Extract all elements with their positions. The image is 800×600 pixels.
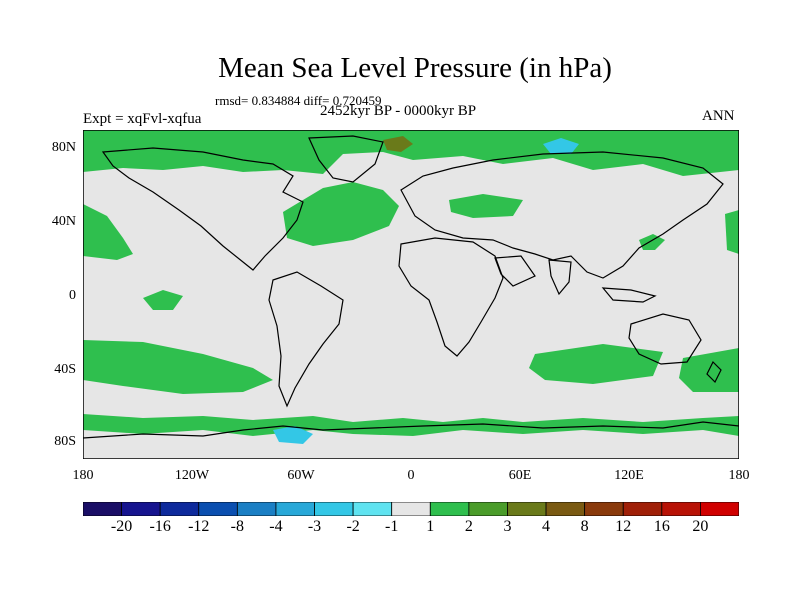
pressure-anomaly-map	[83, 130, 739, 459]
colorbar-label: -1	[385, 518, 399, 535]
colorbar-label: 12	[615, 518, 632, 535]
lat-label-40n: 40N	[51, 214, 76, 229]
colorbar-swatch	[275, 502, 315, 516]
colorbar-label: -16	[149, 518, 171, 535]
lat-label-80n: 80N	[51, 140, 76, 155]
colorbar-swatch	[584, 502, 624, 516]
lon-label-180w: 180	[72, 468, 94, 483]
lon-label-120w: 120W	[174, 468, 210, 483]
colorbar-swatch	[468, 502, 508, 516]
colorbar-swatch	[429, 502, 470, 516]
colorbar-label: 20	[692, 518, 709, 535]
colorbar-swatch	[83, 502, 122, 516]
colorbar-label: -20	[110, 518, 133, 535]
map-title: Mean Sea Level Pressure (in hPa)	[218, 52, 612, 84]
colorbar-swatch	[622, 502, 663, 516]
colorbar-swatch	[314, 502, 354, 516]
colorbar-label: -8	[230, 518, 244, 535]
colorbar-label: 16	[653, 518, 670, 535]
colorbar-label: 3	[503, 518, 512, 535]
colorbar-label: 1	[426, 518, 435, 535]
period-label: 2452kyr BP - 0000kyr BP	[320, 103, 477, 119]
colorbar-label: -4	[269, 518, 283, 535]
colorbar-label: -2	[346, 518, 360, 535]
lon-label-60w: 60W	[287, 468, 315, 483]
rmsd-diff-stats: rmsd= 0.834884 diff= 0.720459	[215, 93, 382, 108]
colorbar-label: 8	[580, 518, 589, 535]
colorbar	[83, 502, 739, 516]
colorbar-label: -3	[307, 518, 322, 535]
colorbar-swatch	[545, 502, 586, 516]
lat-label-40s: 40S	[54, 362, 76, 377]
coastlines	[83, 135, 739, 439]
colorbar-label: 2	[464, 518, 473, 535]
strong-positive-regions	[383, 136, 413, 152]
colorbar-label: -12	[188, 518, 210, 535]
lon-label-180e: 180	[728, 468, 750, 483]
colorbar-swatch	[121, 502, 161, 516]
lat-label-80s: 80S	[54, 434, 76, 449]
colorbar-swatch	[391, 502, 431, 516]
season-label: ANN	[702, 108, 735, 124]
lat-label-0: 0	[69, 288, 76, 303]
map-background	[83, 130, 739, 459]
lon-label-0: 0	[407, 468, 415, 483]
colorbar-swatch	[700, 502, 739, 516]
colorbar-swatch	[661, 502, 701, 516]
colorbar-swatch	[159, 502, 200, 516]
lon-label-120e: 120E	[614, 468, 644, 483]
colorbar-swatch	[507, 502, 547, 516]
lon-label-60e: 60E	[508, 468, 532, 483]
experiment-label: Expt = xqFvl-xqfua	[83, 111, 202, 127]
negative-anomaly-regions	[273, 138, 579, 444]
colorbar-label: 4	[542, 518, 551, 535]
colorbar-swatch	[236, 502, 277, 516]
colorbar-swatch	[352, 502, 393, 516]
colorbar-swatch	[198, 502, 238, 516]
